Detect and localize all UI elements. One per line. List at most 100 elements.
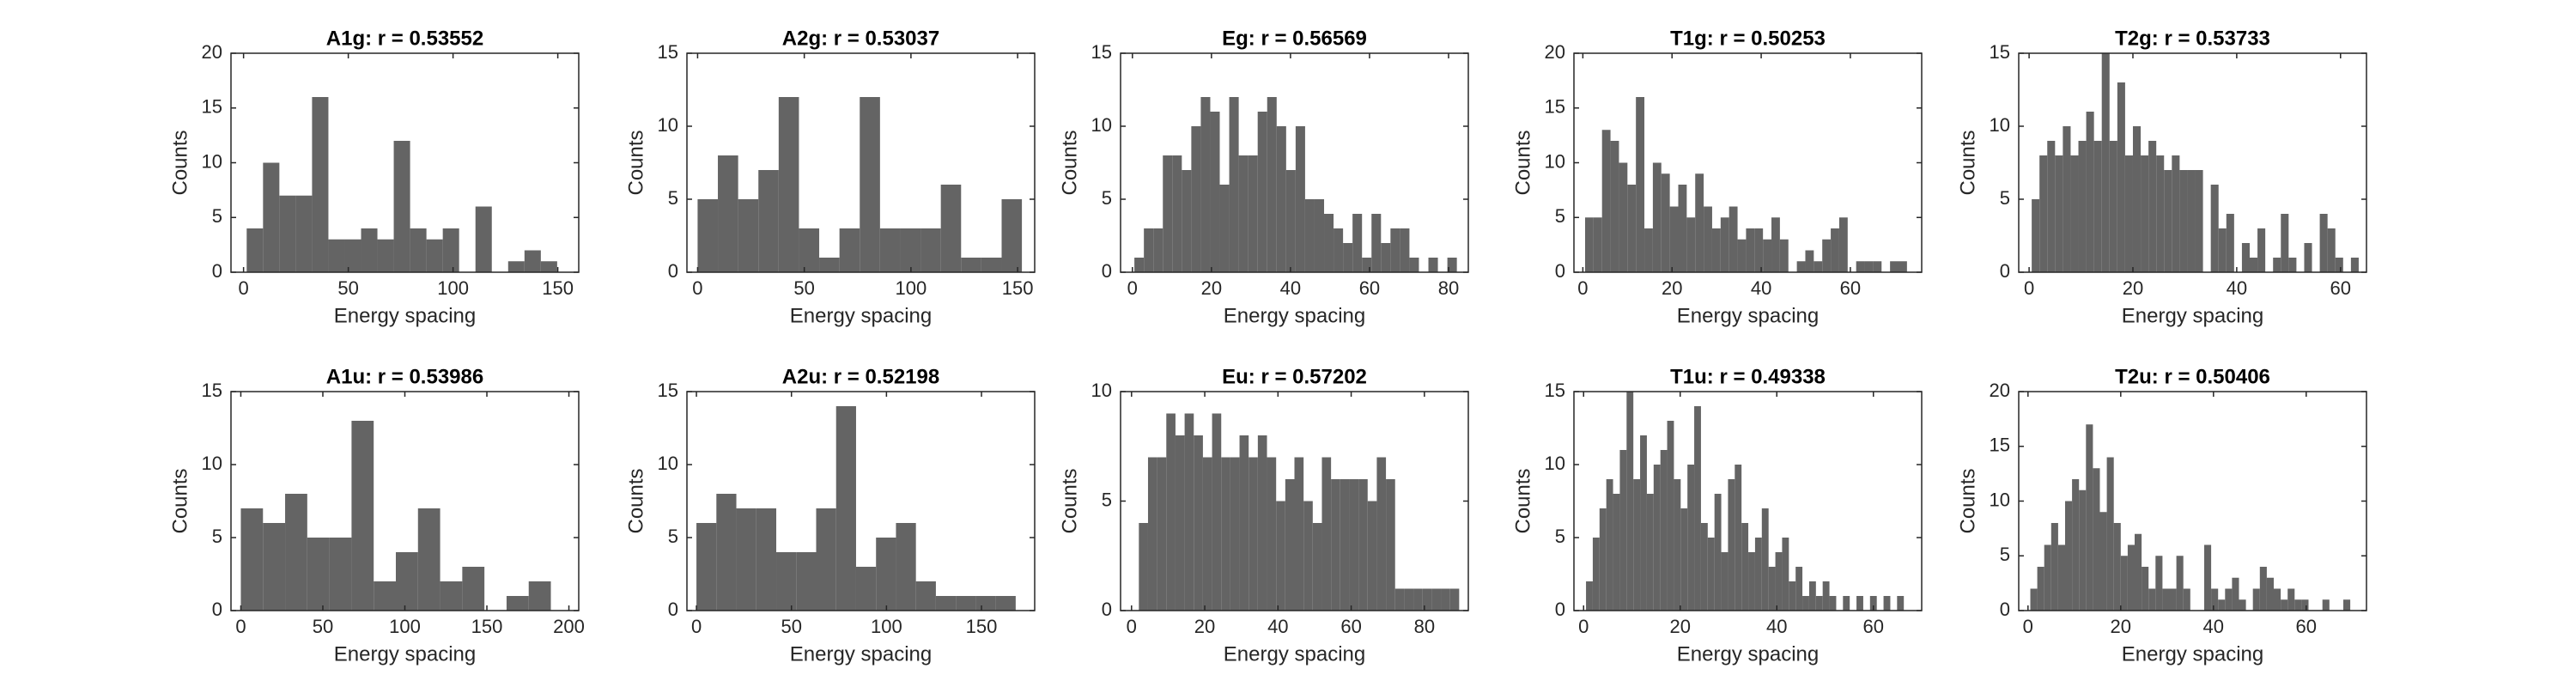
histogram-bar (2148, 588, 2156, 611)
histogram-bar (1829, 596, 1837, 611)
histogram-bar (1349, 479, 1359, 611)
histogram-bar (1441, 588, 1450, 611)
histogram-bar (2218, 228, 2227, 272)
y-tick-label: 5 (1555, 526, 1565, 547)
histogram-bar (1295, 126, 1305, 272)
histogram-bar (1864, 261, 1874, 272)
y-tick-label: 0 (1102, 599, 1112, 620)
histogram-bar (1153, 228, 1163, 272)
x-tick-label: 0 (2024, 277, 2034, 299)
y-tick-label: 0 (1555, 599, 1565, 620)
x-tick-label: 20 (1662, 277, 1682, 299)
y-tick-label: 0 (668, 599, 678, 620)
histogram-bar (1304, 199, 1315, 272)
histogram-bar (1334, 228, 1344, 272)
y-axis-label: Counts (1058, 130, 1081, 195)
histogram-bar (1796, 261, 1806, 272)
histogram-bar (2195, 170, 2203, 272)
subplot: 0 20 40 60 80 0 5 10 Eu: r = 0.57202 Energy spaci… (1058, 365, 1469, 666)
axes-box (1573, 391, 1923, 611)
histogram-bar (1376, 457, 1387, 611)
histogram-bar (2218, 599, 2226, 611)
histogram-bar (1667, 421, 1674, 611)
histogram-bar (1761, 508, 1769, 611)
histogram-bar (2287, 588, 2295, 611)
histogram-bar (935, 596, 957, 611)
histogram-bar (1601, 130, 1611, 272)
y-tick-label: 15 (1545, 96, 1565, 118)
y-axis-label: Counts (624, 468, 647, 533)
y-tick-label: 15 (658, 41, 678, 63)
histogram-bar (879, 228, 901, 272)
histogram-bar (475, 206, 492, 272)
histogram-bar (2294, 599, 2302, 611)
chart-title: Eg: r = 0.56569 (1222, 27, 1367, 50)
axes-box (686, 391, 1036, 611)
y-tick-label: 20 (1545, 41, 1565, 63)
histogram-bar (1219, 185, 1230, 272)
axes-box (1120, 52, 1469, 273)
histogram-bar (736, 508, 756, 611)
histogram-bar (1808, 581, 1816, 611)
histogram-bar (524, 250, 541, 272)
x-axis-label: Energy spacing (1677, 304, 1819, 327)
x-tick-label: 100 (871, 616, 902, 637)
histogram-bar (2109, 141, 2117, 272)
y-tick-label: 0 (1555, 260, 1565, 282)
subplot: 0 50 100 150 0 5 10 15 20 A1g: r = 0.53552 Energy … (168, 27, 580, 327)
y-tick-label: 5 (1102, 187, 1112, 209)
histogram-bar (718, 155, 738, 272)
histogram-bar (2327, 228, 2336, 272)
histogram-bar (1221, 457, 1230, 611)
histogram-bar (1257, 112, 1267, 272)
histogram-bar (1779, 239, 1789, 272)
y-tick-label: 0 (212, 260, 222, 282)
histogram-bar (2266, 577, 2274, 611)
x-tick-label: 150 (966, 616, 998, 637)
histogram-bar (1619, 450, 1627, 611)
y-tick-label: 10 (1545, 453, 1565, 474)
histogram-bar (2057, 544, 2065, 611)
y-tick-label: 5 (668, 526, 678, 547)
x-tick-label: 40 (2227, 277, 2247, 299)
histogram-bar (1754, 538, 1762, 611)
histogram-bar (1610, 141, 1619, 272)
x-tick-label: 0 (691, 616, 702, 637)
histogram-bar (2225, 588, 2233, 611)
x-tick-label: 50 (781, 616, 801, 637)
histogram-bar (1661, 173, 1670, 272)
histogram-bar (1636, 97, 1645, 272)
histogram-bar (2078, 141, 2087, 272)
histogram-bar (796, 552, 817, 611)
histogram-bar (1856, 596, 1863, 611)
histogram-bar (2274, 588, 2281, 611)
histogram-bar (839, 228, 860, 272)
histogram-bar (2086, 112, 2094, 272)
histogram-bar (1754, 228, 1764, 272)
histogram-bar (528, 581, 551, 611)
histogram-bar (1134, 258, 1145, 272)
histogram-bar (915, 581, 936, 611)
x-tick-label: 100 (896, 277, 927, 299)
histogram-bar (2072, 479, 2080, 611)
histogram-bar (1678, 185, 1687, 272)
histogram-bar (395, 552, 418, 611)
histogram-bar (1303, 501, 1313, 611)
histogram-bar (1249, 457, 1258, 611)
histogram-bar (1331, 479, 1340, 611)
histogram-bar (1627, 185, 1637, 272)
histogram-bar (1652, 162, 1662, 272)
histogram-bar (2086, 424, 2093, 611)
histogram-bar (2350, 258, 2359, 272)
chart-title: A1u: r = 0.53986 (326, 365, 483, 388)
histogram-bar (361, 228, 378, 272)
histogram-bar (2288, 258, 2297, 272)
y-tick-label: 10 (658, 114, 678, 136)
histogram-bar (1381, 243, 1391, 272)
histogram-bar (1741, 523, 1749, 611)
histogram-bar (1172, 155, 1182, 272)
histogram-bar (2343, 599, 2351, 611)
histogram-bar (410, 228, 427, 272)
x-tick-label: 150 (1002, 277, 1034, 299)
